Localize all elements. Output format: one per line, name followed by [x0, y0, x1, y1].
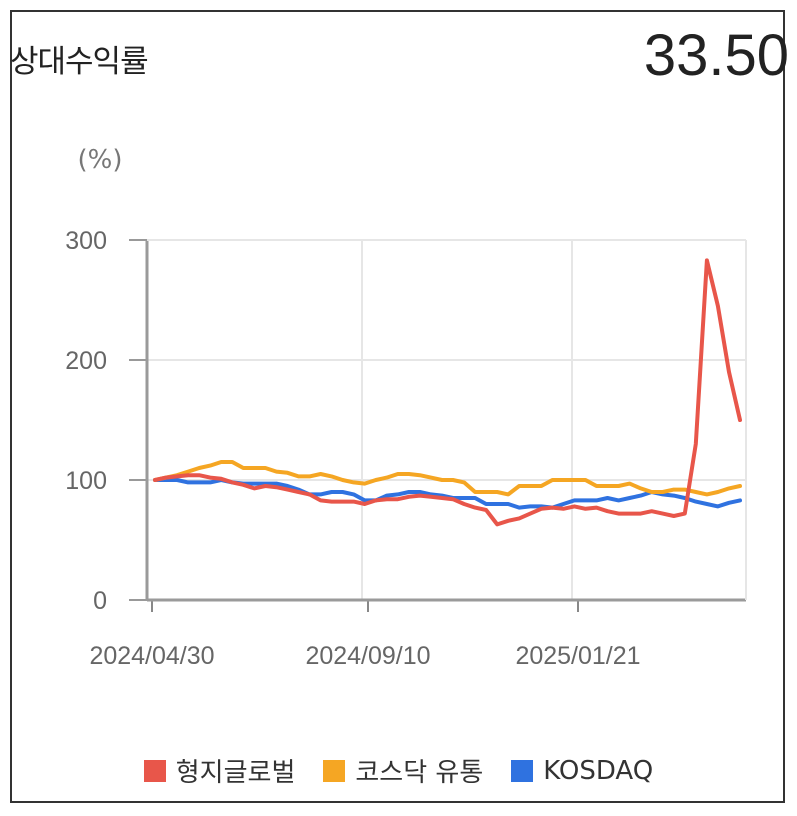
chart-title: 상대수익률: [10, 44, 149, 80]
legend-label: 형지글로벌: [175, 758, 296, 788]
chart-card: [10, 10, 785, 803]
legend-item: KOSDAQ: [511, 756, 653, 786]
legend-label: 코스닥 유통: [355, 758, 484, 788]
y-tick-label: 200: [65, 347, 107, 375]
x-tick-label: 2025/01/21: [515, 642, 640, 670]
legend-label: KOSDAQ: [543, 755, 654, 786]
legend-swatch: [323, 759, 346, 782]
series-line: [153, 258, 742, 527]
chart-legend: 형지글로벌 코스닥 유통 KOSDAQ: [0, 752, 797, 789]
x-tick-label: 2024/04/30: [89, 642, 214, 670]
y-tick-label: 0: [93, 587, 107, 615]
series-line: [153, 460, 742, 497]
x-tick-label: 2024/09/10: [305, 642, 430, 670]
y-tick-label: 300: [65, 227, 107, 255]
legend-item: 형지글로벌: [143, 752, 296, 789]
y-axis-label: (%): [78, 145, 123, 175]
y-tick-label: 100: [65, 467, 107, 495]
legend-item: 코스닥 유통: [323, 752, 483, 789]
legend-swatch: [143, 759, 166, 782]
relative-return-value: 33.50: [643, 23, 789, 88]
legend-swatch: [511, 759, 534, 782]
